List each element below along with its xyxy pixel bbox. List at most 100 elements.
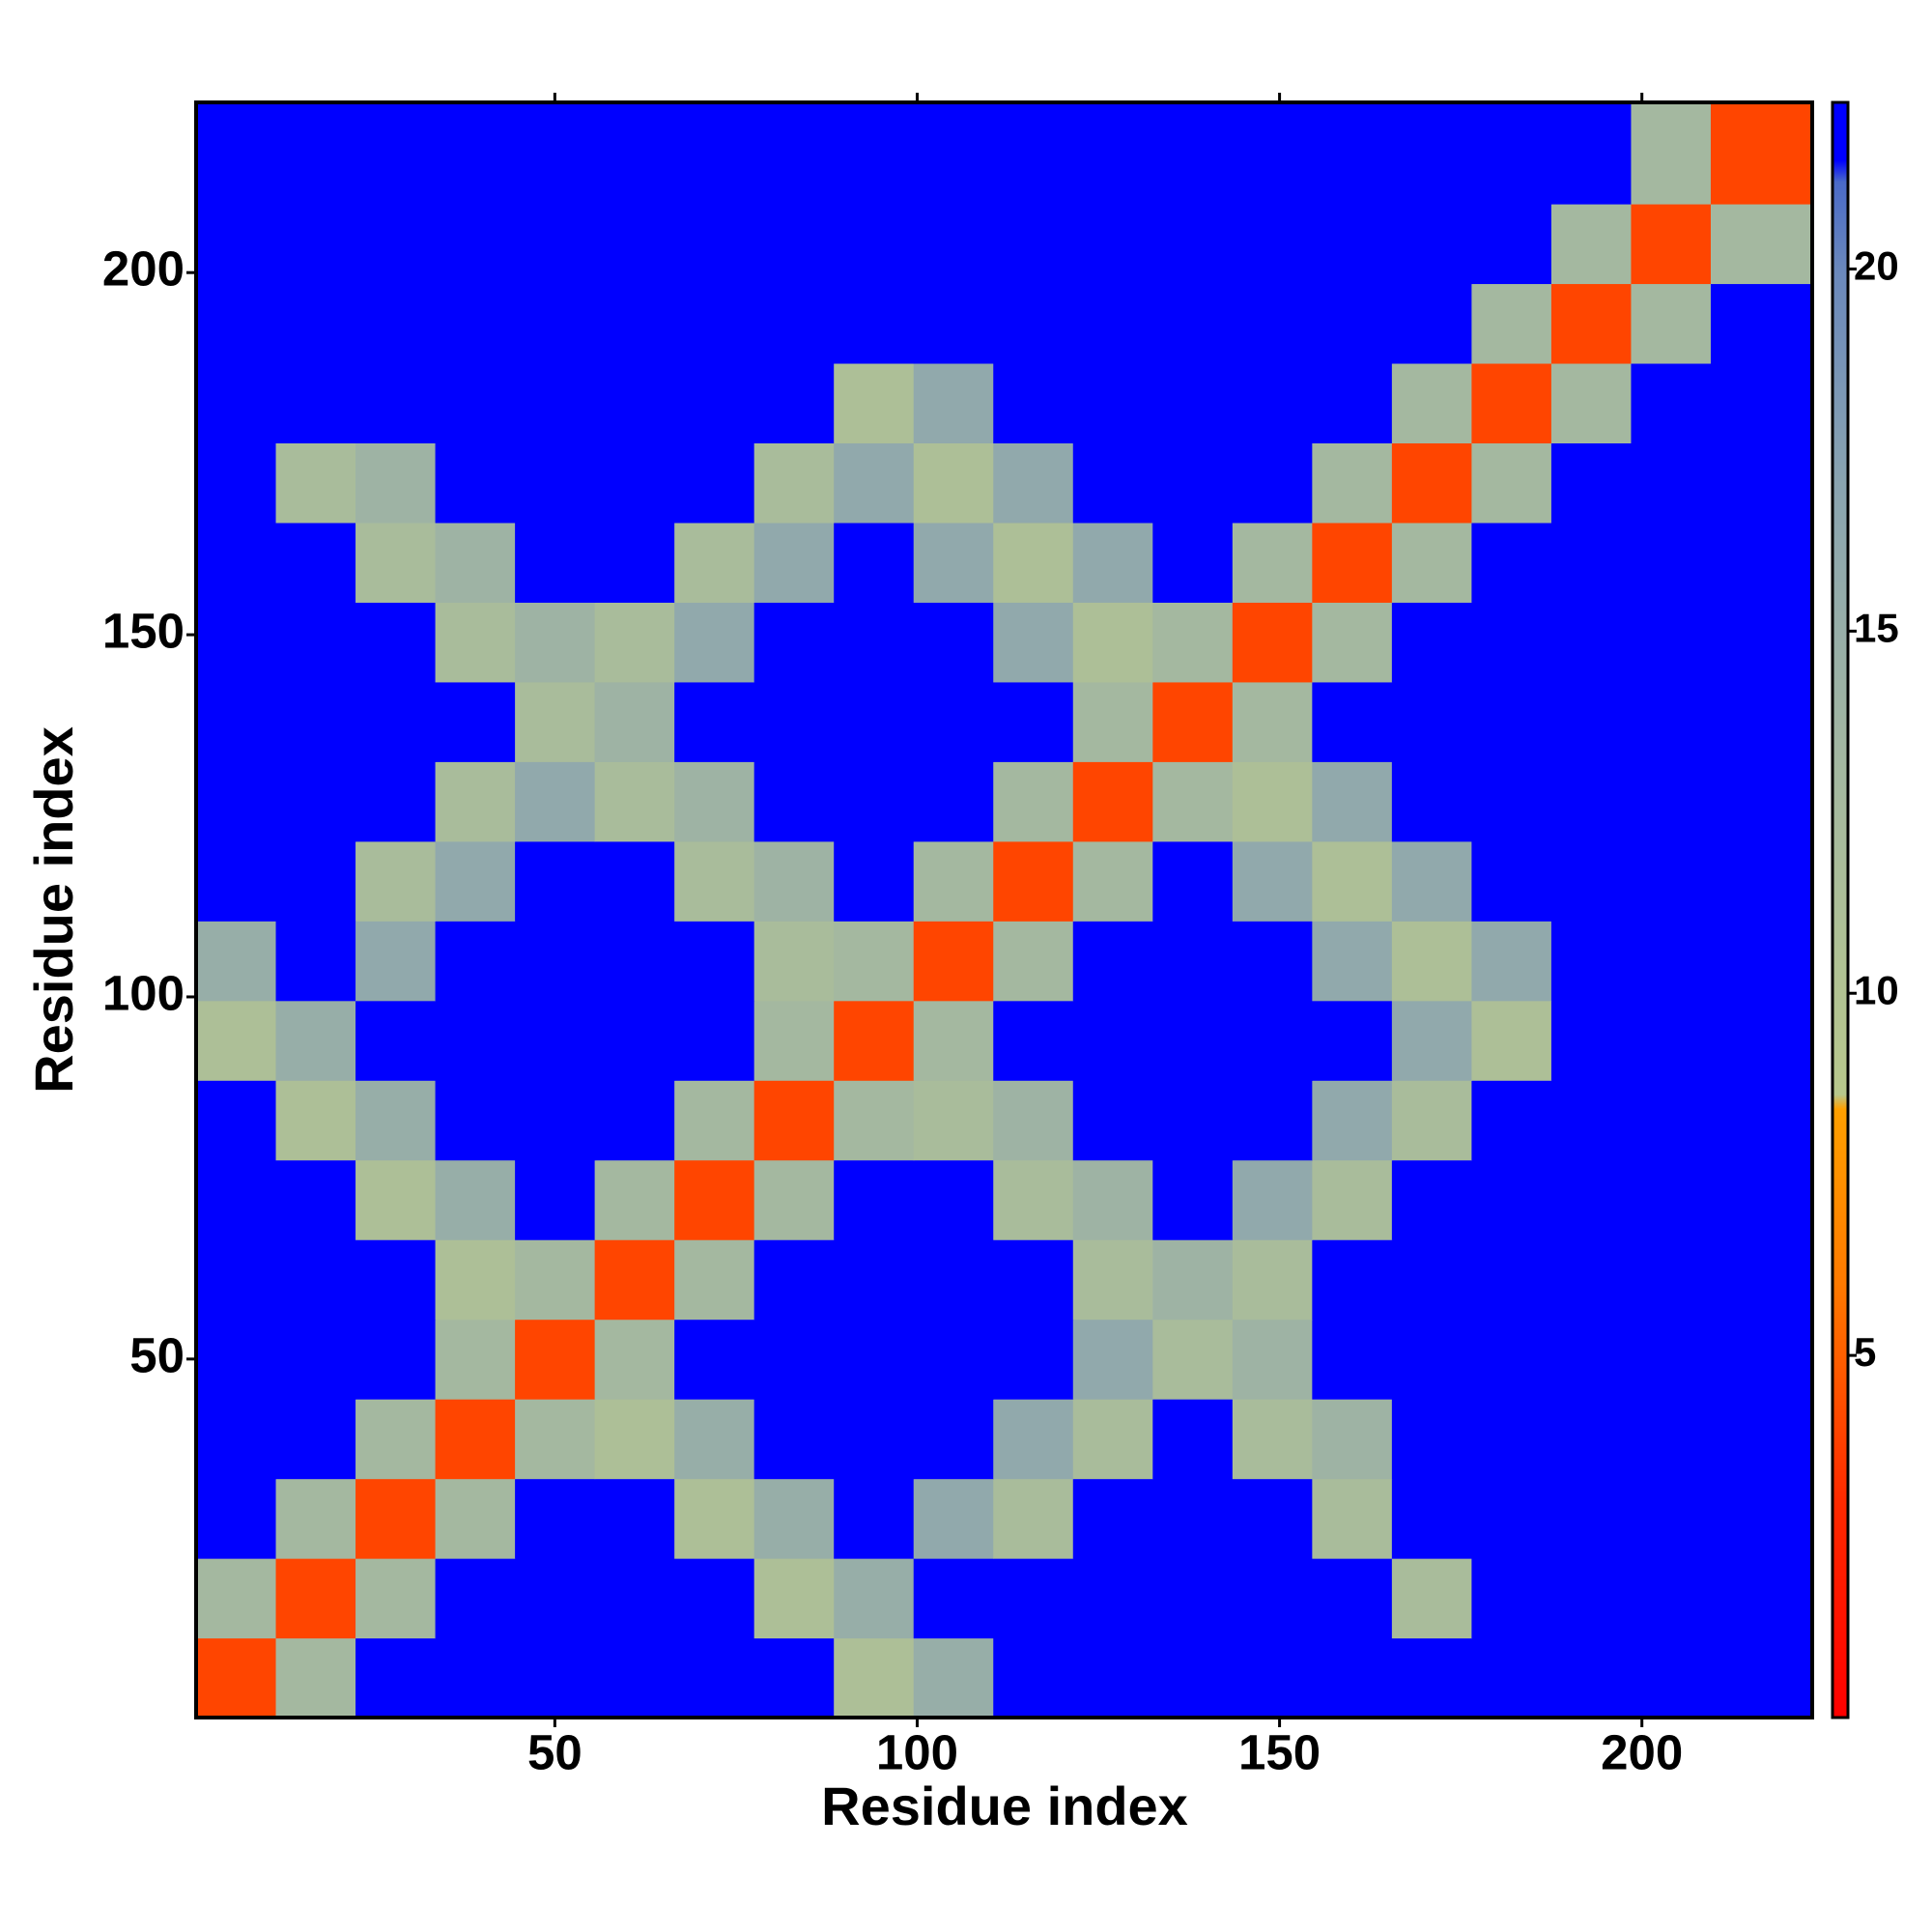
heatmap-cell	[1550, 840, 1633, 922]
heatmap-cell	[1471, 602, 1552, 683]
heatmap-cell	[834, 1637, 915, 1719]
heatmap-cell	[355, 362, 437, 443]
heatmap-cell	[993, 1319, 1074, 1400]
heatmap-cell	[1550, 1239, 1633, 1321]
heatmap-cell	[515, 1239, 596, 1321]
heatmap-cell	[674, 442, 755, 524]
heatmap-cell	[1391, 761, 1472, 842]
heatmap-cell	[1710, 102, 1813, 205]
heatmap-cell	[435, 1319, 516, 1400]
heatmap-cell	[1072, 602, 1153, 683]
heatmap-cell	[1072, 1319, 1153, 1400]
heatmap-cell	[753, 283, 835, 364]
heatmap-cell	[435, 602, 516, 683]
heatmap-cell	[275, 203, 356, 285]
heatmap-cell	[1391, 1637, 1472, 1719]
heatmap-cell	[1152, 362, 1234, 443]
heatmap-cell	[1631, 1159, 1712, 1240]
heatmap-cell	[1710, 840, 1813, 922]
heatmap-cell	[1710, 1478, 1813, 1559]
heatmap-cell	[1232, 1239, 1313, 1321]
heatmap-cell	[196, 1558, 277, 1639]
y-axis-title: Residue index	[23, 726, 84, 1094]
heatmap-cell	[993, 602, 1074, 683]
heatmap-cell	[275, 1319, 356, 1400]
heatmap-cell	[1072, 1159, 1153, 1240]
heatmap-cell	[594, 681, 675, 762]
heatmap-cell	[1152, 203, 1234, 285]
heatmap-cell	[1391, 1000, 1472, 1081]
heatmap-cell	[913, 761, 994, 842]
heatmap-cell	[1312, 1239, 1393, 1321]
heatmap-cell	[594, 1558, 675, 1639]
heatmap-cell	[753, 681, 835, 762]
heatmap-cell	[674, 1239, 755, 1321]
heatmap-cell	[594, 442, 675, 524]
heatmap-cell	[355, 203, 437, 285]
heatmap-cell	[594, 102, 675, 205]
heatmap-cell	[435, 921, 516, 1002]
heatmap-cell	[753, 1637, 835, 1719]
heatmap-cell	[435, 1239, 516, 1321]
heatmap-cell	[753, 1478, 835, 1559]
heatmap-cell	[1152, 1080, 1234, 1161]
heatmap-cell	[594, 1159, 675, 1240]
heatmap-cell	[1631, 681, 1712, 762]
heatmap-cell	[435, 1399, 516, 1480]
heatmap-cell	[1710, 1558, 1813, 1639]
heatmap-cell	[993, 283, 1074, 364]
heatmap-cell	[1072, 1239, 1153, 1321]
heatmap-cell	[515, 1080, 596, 1161]
heatmap-cell	[515, 602, 596, 683]
heatmap-cell	[993, 761, 1074, 842]
heatmap-cell	[594, 522, 675, 603]
heatmap-cell	[355, 761, 437, 842]
heatmap-cell	[1471, 1637, 1552, 1719]
heatmap-cell	[1072, 522, 1153, 603]
heatmap-cell	[993, 362, 1074, 443]
heatmap-cell	[1471, 1558, 1552, 1639]
heatmap-cell	[993, 102, 1074, 205]
heatmap-cell	[196, 1159, 277, 1240]
heatmap-cell	[1550, 921, 1633, 1002]
heatmap-cell	[1312, 283, 1393, 364]
heatmap-cell	[1312, 522, 1393, 603]
heatmap-cell	[834, 1558, 915, 1639]
heatmap-cell	[913, 203, 994, 285]
heatmap-cell	[275, 283, 356, 364]
heatmap-cell	[1072, 1399, 1153, 1480]
heatmap-cell	[1072, 761, 1153, 842]
heatmap-cell	[1152, 840, 1234, 922]
heatmap-cell	[515, 203, 596, 285]
heatmap-cell	[674, 1558, 755, 1639]
heatmap-cell	[515, 1637, 596, 1719]
heatmap-cell	[1471, 522, 1552, 603]
heatmap-cell	[1631, 761, 1712, 842]
heatmap-cell	[196, 1000, 277, 1081]
colorbar-tick-label: 5	[1854, 1329, 1876, 1375]
heatmap-cell	[1072, 1000, 1153, 1081]
heatmap-cell	[515, 442, 596, 524]
heatmap-cell	[834, 1399, 915, 1480]
heatmap-cell	[355, 1478, 437, 1559]
heatmap-cell	[594, 602, 675, 683]
heatmap-cell	[1232, 1319, 1313, 1400]
heatmap-cell	[594, 283, 675, 364]
heatmap-cell	[435, 1159, 516, 1240]
heatmap-cell	[275, 522, 356, 603]
heatmap-cell	[674, 1080, 755, 1161]
heatmap-cell	[1631, 1558, 1712, 1639]
heatmap-cell	[1232, 1478, 1313, 1559]
heatmap-cell	[1550, 442, 1633, 524]
heatmap-cell	[275, 102, 356, 205]
heatmap-cell	[913, 522, 994, 603]
heatmap-cell	[1232, 1080, 1313, 1161]
heatmap-cell	[1232, 602, 1313, 683]
heatmap-cell	[1312, 203, 1393, 285]
heatmap-cell	[196, 1399, 277, 1480]
heatmap-cell	[1471, 283, 1552, 364]
heatmap-cell	[753, 1000, 835, 1081]
heatmap-cell	[355, 1000, 437, 1081]
heatmap-cell	[1312, 602, 1393, 683]
